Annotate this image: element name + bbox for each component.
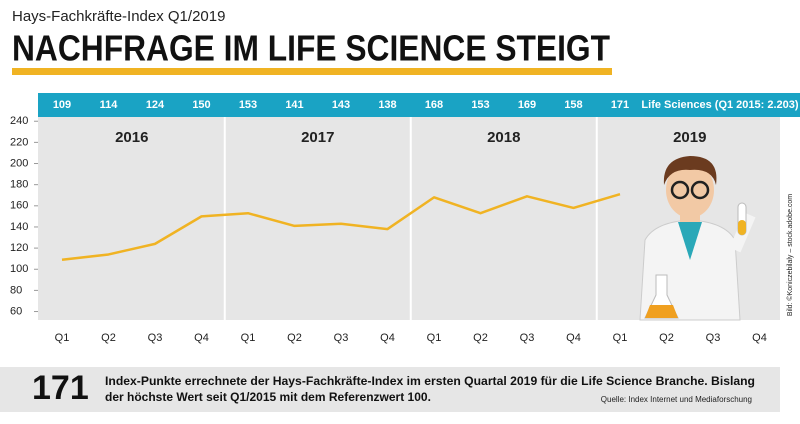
x-tick-label: Q4 <box>566 332 581 344</box>
x-tick-label: Q2 <box>101 332 116 344</box>
value-label: 153 <box>471 99 489 111</box>
value-label: 114 <box>100 99 119 111</box>
value-label: 158 <box>564 99 582 111</box>
x-tick-label: Q1 <box>55 332 70 344</box>
y-tick-label: 200 <box>10 157 28 169</box>
y-tick-label: 180 <box>10 179 28 191</box>
x-tick-label: Q4 <box>752 332 767 344</box>
value-label: 143 <box>332 99 350 111</box>
year-label: 2019 <box>673 129 706 146</box>
value-label: 109 <box>53 99 71 111</box>
scientist-illustration <box>639 156 756 321</box>
x-tick-label: Q1 <box>613 332 628 344</box>
title-underline <box>12 68 612 75</box>
y-tick-label: 140 <box>10 221 28 233</box>
callout-box <box>0 367 780 412</box>
value-label: 138 <box>378 99 396 111</box>
x-tick-label: Q4 <box>380 332 395 344</box>
x-tick-label: Q3 <box>334 332 349 344</box>
x-tick-label: Q1 <box>427 332 442 344</box>
x-tick-label: Q3 <box>148 332 163 344</box>
value-label: 171 <box>611 99 629 111</box>
x-tick-label: Q2 <box>659 332 674 344</box>
value-label: 150 <box>192 99 210 111</box>
legend-label: Life Sciences (Q1 2015: 2.203) <box>641 99 798 111</box>
value-bar <box>38 93 800 117</box>
value-label: 153 <box>239 99 257 111</box>
y-tick-label: 120 <box>10 242 28 254</box>
chart-title: NACHFRAGE IM LIFE SCIENCE STEIGT <box>12 28 610 69</box>
year-label: 2017 <box>301 129 334 146</box>
x-tick-label: Q2 <box>473 332 488 344</box>
subtitle: Hays-Fachkräfte-Index Q1/2019 <box>12 8 225 25</box>
source: Quelle: Index Internet und Mediaforschun… <box>601 395 752 404</box>
y-tick-label: 220 <box>10 136 28 148</box>
image-credit: Bild: ©Koniczebilaly – stock.adobe.com <box>786 194 794 316</box>
callout-text: Index-Punkte errechnete der Hays-Fachkrä… <box>105 374 755 388</box>
callout-number: 171 <box>32 369 89 407</box>
x-tick-label: Q4 <box>194 332 209 344</box>
y-tick-label: 100 <box>10 263 28 275</box>
year-label: 2016 <box>115 129 148 146</box>
y-tick-label: 60 <box>10 305 22 317</box>
y-tick-label: 80 <box>10 284 22 296</box>
x-tick-label: Q1 <box>241 332 256 344</box>
callout-text: der höchste Wert seit Q1/2015 mit dem Re… <box>105 390 431 404</box>
x-tick-label: Q3 <box>520 332 535 344</box>
value-label: 124 <box>146 99 165 111</box>
value-label: 141 <box>285 99 303 111</box>
x-tick-label: Q2 <box>287 332 302 344</box>
year-label: 2018 <box>487 129 520 146</box>
y-tick-label: 160 <box>10 200 28 212</box>
x-tick-label: Q3 <box>706 332 721 344</box>
line-series <box>61 192 621 261</box>
value-label: 169 <box>518 99 536 111</box>
value-label: 168 <box>425 99 443 111</box>
y-tick-label: 240 <box>10 115 28 127</box>
